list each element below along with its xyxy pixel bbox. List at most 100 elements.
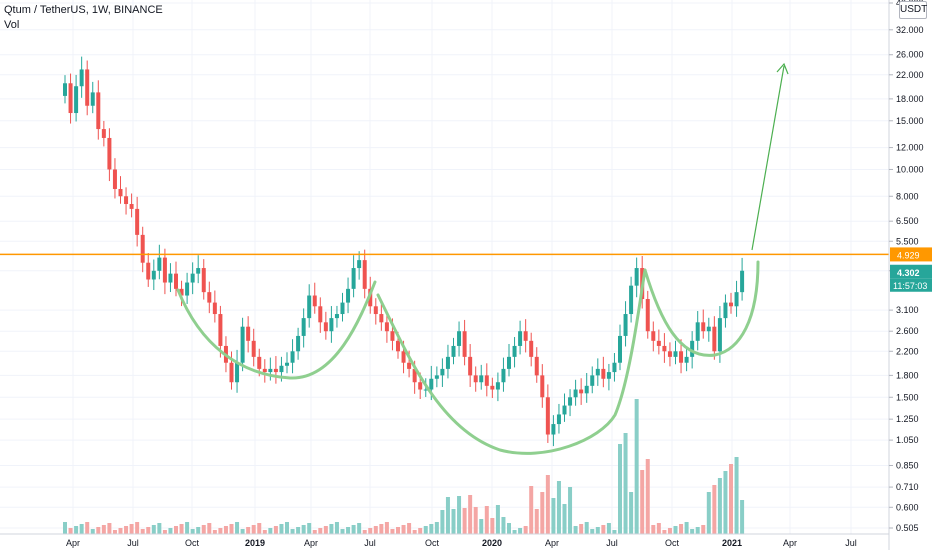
candle-body bbox=[556, 414, 561, 425]
candle-body bbox=[701, 322, 706, 332]
last-price-tag bbox=[890, 264, 932, 279]
volume-bar bbox=[140, 529, 145, 534]
candle-body bbox=[529, 340, 534, 357]
candle-body bbox=[579, 389, 584, 394]
y-tick-label: 1.050 bbox=[896, 435, 919, 445]
candle-body bbox=[695, 322, 700, 341]
candle-body bbox=[290, 351, 295, 363]
volume-bar bbox=[729, 464, 733, 534]
resistance-price-label: 4.929 bbox=[897, 250, 920, 260]
volume-bar bbox=[740, 500, 745, 534]
candlesticks bbox=[63, 56, 745, 447]
y-tick-label: 15.000 bbox=[896, 116, 924, 126]
candle-body bbox=[412, 368, 417, 383]
volume-bar bbox=[518, 528, 523, 534]
candle-body bbox=[512, 345, 517, 357]
volume-bar bbox=[379, 524, 384, 534]
volume-bar bbox=[484, 506, 489, 534]
candle-body bbox=[479, 375, 484, 383]
candle-body bbox=[568, 397, 573, 406]
candle-body bbox=[329, 318, 334, 332]
candle-body bbox=[90, 92, 95, 106]
volume-bar bbox=[262, 530, 267, 534]
volume-bar bbox=[285, 522, 289, 534]
candle-body bbox=[279, 365, 284, 373]
currency-button[interactable]: USDT bbox=[899, 1, 927, 19]
volume-bar bbox=[290, 529, 295, 534]
candle-body bbox=[562, 405, 567, 415]
volume-bar bbox=[85, 522, 90, 534]
volume-bar bbox=[640, 470, 645, 534]
x-tick-label: Apr bbox=[545, 538, 559, 548]
volume-bar bbox=[418, 528, 423, 534]
volume-bar bbox=[412, 530, 417, 534]
candle-body bbox=[379, 314, 384, 323]
volume-bar bbox=[645, 459, 650, 534]
candle-body bbox=[301, 318, 306, 336]
volume-bar bbox=[190, 529, 195, 534]
candle-body bbox=[717, 318, 722, 352]
candle-body bbox=[673, 351, 678, 357]
candle-body bbox=[74, 86, 79, 114]
candle-body bbox=[612, 362, 617, 373]
x-tick-label: 2019 bbox=[245, 538, 265, 548]
volume-bar bbox=[512, 530, 517, 534]
volume-bar bbox=[423, 526, 428, 534]
volume-bar bbox=[107, 523, 112, 534]
volume-bar bbox=[679, 524, 684, 534]
y-tick-label: 3.100 bbox=[896, 305, 919, 315]
y-tick-label: 22.000 bbox=[896, 70, 924, 80]
y-tick-label: 10.000 bbox=[896, 164, 924, 174]
candle-body bbox=[451, 345, 456, 357]
candle-body bbox=[318, 306, 323, 323]
chart-title: Qtum / TetherUS, 1W, BINANCE bbox=[4, 4, 163, 16]
volume-bar bbox=[318, 528, 323, 534]
volume-bar bbox=[129, 524, 134, 534]
candle-body bbox=[362, 260, 367, 289]
volume-bar bbox=[434, 522, 439, 534]
volume-bar bbox=[717, 478, 722, 534]
y-tick-label: 8.000 bbox=[896, 191, 919, 201]
candle-body bbox=[490, 385, 495, 390]
candle-body bbox=[595, 368, 600, 376]
volume-bar bbox=[240, 529, 245, 534]
volume-bar bbox=[656, 523, 661, 534]
candle-body bbox=[68, 83, 73, 114]
volume-bar bbox=[279, 524, 284, 534]
candle-body bbox=[340, 302, 345, 315]
candle-body bbox=[734, 292, 739, 307]
candle-body bbox=[112, 169, 117, 189]
resistance-price-tag bbox=[890, 247, 932, 262]
volume-bar bbox=[112, 530, 117, 534]
candle-body bbox=[484, 375, 489, 386]
volume-bar bbox=[79, 524, 84, 534]
candle-body bbox=[384, 322, 389, 332]
candle-body bbox=[262, 368, 267, 373]
volume-bar bbox=[329, 524, 334, 534]
volume-bar bbox=[568, 487, 573, 534]
x-tick-label: Jul bbox=[606, 538, 618, 548]
volume-bar bbox=[479, 519, 484, 534]
volume-bar bbox=[684, 522, 689, 534]
candle-body bbox=[273, 368, 278, 373]
candle-body bbox=[101, 129, 106, 138]
candle-body bbox=[507, 356, 511, 369]
volume-bar bbox=[534, 509, 539, 534]
volume-bar bbox=[523, 526, 528, 534]
volume-bar bbox=[340, 529, 345, 534]
volume-bar bbox=[440, 510, 445, 534]
volume-bar bbox=[595, 527, 600, 534]
volume-bar bbox=[74, 526, 79, 534]
grid-lines bbox=[0, 0, 889, 534]
volume-bar bbox=[712, 485, 717, 534]
candle-body bbox=[729, 302, 733, 307]
y-tick-label: 1.500 bbox=[896, 392, 919, 402]
candle-body bbox=[285, 362, 289, 366]
candle-body bbox=[135, 208, 140, 235]
countdown-tag bbox=[890, 278, 932, 292]
volume-bar bbox=[468, 495, 473, 534]
volume-bar bbox=[185, 522, 190, 534]
volume-bar bbox=[235, 522, 240, 534]
volume-bar bbox=[257, 523, 262, 534]
